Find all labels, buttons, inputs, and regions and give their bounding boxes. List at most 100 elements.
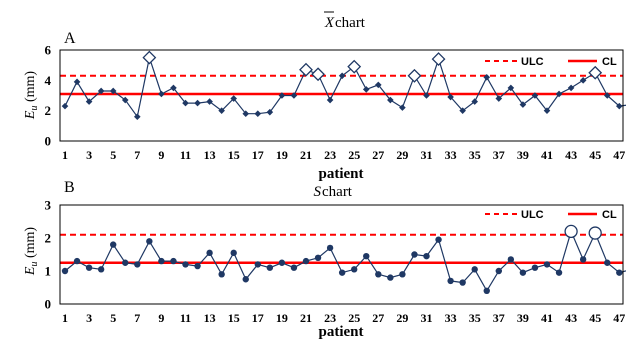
s-data-point <box>122 259 129 266</box>
s-data-point <box>411 251 418 258</box>
s-data-point <box>435 236 442 243</box>
xbar-x-tick-label: 11 <box>180 148 191 162</box>
xbar-data-point <box>182 99 189 107</box>
xbar-x-tick-label: 21 <box>300 148 312 162</box>
panel-a-letter: A <box>64 30 76 47</box>
xbar-x-tick-label: 33 <box>445 148 457 162</box>
xbar-x-tick-label: 47 <box>613 148 625 162</box>
s-data-point <box>146 238 153 245</box>
s-title-word: chart <box>322 184 353 200</box>
s-x-tick-label: 43 <box>565 311 577 325</box>
xbar-data-point <box>399 104 406 111</box>
s-data-point <box>230 249 237 257</box>
xbar-data-point <box>483 74 491 81</box>
s-data-point <box>471 266 478 273</box>
s-legend: ULC CL <box>485 209 617 221</box>
s-data-point <box>326 244 334 252</box>
s-data-point <box>495 267 502 275</box>
xbar-x-axis-label: patient <box>319 166 364 182</box>
xbar-data-point <box>290 92 298 99</box>
xbar-series-line <box>64 55 626 119</box>
s-out-of-control-point <box>588 226 602 240</box>
s-data-point <box>182 261 189 268</box>
s-x-tick-label: 23 <box>324 311 336 325</box>
xbar-out-of-control-point <box>588 65 603 80</box>
xbar-data-point <box>218 107 225 114</box>
xbar-x-tick-label: 37 <box>493 148 505 162</box>
xbar-data-point <box>266 108 274 116</box>
xbar-x-tick-label: 7 <box>134 148 140 162</box>
xbar-y-tick-label: 6 <box>45 43 52 58</box>
xbar-data-point <box>254 110 262 117</box>
xbar-data-point <box>97 87 105 95</box>
xbar-data-point <box>543 107 551 114</box>
s-data-point <box>519 269 527 276</box>
s-x-tick-label: 29 <box>396 311 408 325</box>
s-series <box>61 224 626 294</box>
xbar-data-point <box>579 77 587 84</box>
xbar-x-tick-label: 3 <box>86 148 92 162</box>
xbar-x-tick-label: 23 <box>324 148 336 162</box>
xbar-data-point <box>85 98 93 105</box>
s-x-tick-label: 1 <box>62 311 68 325</box>
s-y-ticks: 0 1 2 3 <box>45 198 52 312</box>
s-data-point <box>194 262 201 270</box>
xbar-data-point <box>555 90 563 98</box>
s-data-point <box>110 241 117 248</box>
s-data-point <box>85 264 93 271</box>
s-legend-ulc-label: ULC <box>521 209 544 221</box>
s-data-point <box>158 257 165 265</box>
s-x-tick-label: 45 <box>589 311 601 325</box>
s-data-point <box>447 277 454 285</box>
xbar-y-tick-label: 4 <box>45 73 52 88</box>
xbar-x-tick-label: 43 <box>565 148 577 162</box>
panel-b-letter: B <box>64 179 75 196</box>
s-x-tick-label: 39 <box>517 311 529 325</box>
xbar-data-point <box>603 92 611 99</box>
s-x-axis-label: patient <box>319 324 364 339</box>
s-x-tick-label: 21 <box>300 311 312 325</box>
s-data-point <box>459 279 466 286</box>
xbar-out-of-control-point <box>142 50 157 65</box>
s-x-tick-label: 11 <box>180 311 191 325</box>
s-data-point <box>266 264 274 271</box>
s-x-tick-label: 25 <box>348 311 360 325</box>
xbar-out-of-control-point <box>431 52 446 67</box>
xbar-x-tick-label: 29 <box>396 148 408 162</box>
s-x-tick-label: 47 <box>613 311 625 325</box>
xbar-x-tick-label: 9 <box>158 148 164 162</box>
xbar-x-tick-label: 31 <box>421 148 433 162</box>
xbar-data-point <box>242 110 250 117</box>
xbar-plot-frame <box>59 49 624 142</box>
s-data-point <box>616 269 623 276</box>
xbar-out-of-control-point <box>299 62 313 77</box>
xbar-data-point <box>423 92 430 99</box>
xbar-x-tick-label: 35 <box>469 148 481 162</box>
xbar-y-ticks: 0 2 4 6 <box>45 43 52 149</box>
s-x-tick-label: 33 <box>445 311 457 325</box>
xbar-out-of-control-point <box>407 68 422 83</box>
xbar-y-tick-label: 0 <box>45 134 52 149</box>
xbar-out-of-control-point <box>311 67 325 82</box>
xbar-data-point <box>495 95 503 102</box>
s-data-point <box>375 271 382 278</box>
s-data-point <box>218 271 225 278</box>
s-data-point <box>242 276 249 283</box>
xbar-data-point <box>326 96 334 104</box>
s-data-point <box>290 264 298 271</box>
xbar-data-point <box>459 107 466 114</box>
xbar-data-point <box>109 87 117 95</box>
s-limit-lines <box>60 233 623 264</box>
s-data-point <box>531 264 539 271</box>
xbar-data-point <box>447 93 454 101</box>
xbar-x-tick-label: 17 <box>252 148 264 162</box>
xbar-x-tick-label: 19 <box>276 148 288 162</box>
s-plot-frame <box>59 204 624 305</box>
xbar-data-point <box>73 78 81 86</box>
xbar-out-of-control-point <box>347 59 362 74</box>
xbar-data-point <box>387 96 394 104</box>
xbar-data-point <box>531 92 539 99</box>
xbar-data-point <box>230 95 237 102</box>
